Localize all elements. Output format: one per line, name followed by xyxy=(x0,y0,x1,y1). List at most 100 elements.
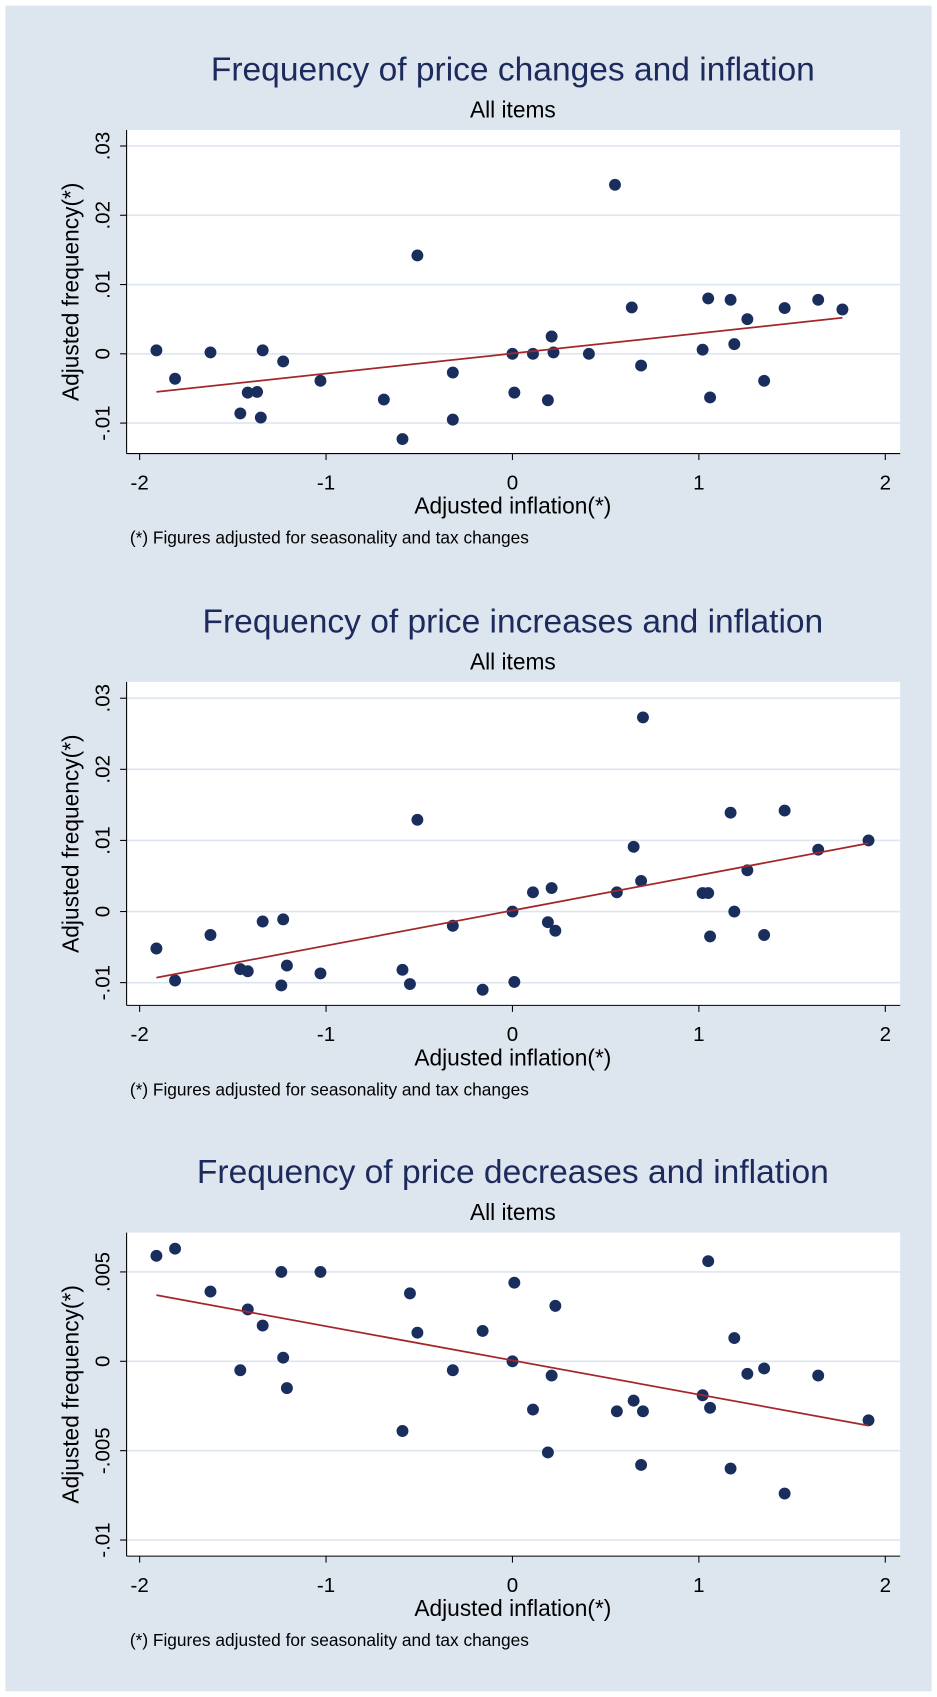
point xyxy=(277,913,290,926)
point xyxy=(741,1367,754,1380)
y-axis-label: Adjusted frequency(*) xyxy=(57,734,83,952)
point xyxy=(280,959,293,972)
point xyxy=(476,1324,489,1337)
point xyxy=(241,1303,254,1316)
point xyxy=(582,347,595,360)
point xyxy=(314,967,327,980)
point xyxy=(527,1403,539,1416)
x-tick-label: 1 xyxy=(693,471,704,494)
point xyxy=(275,979,288,992)
note: (*) Figures adjusted for seasonality and… xyxy=(130,528,529,548)
point xyxy=(411,813,424,826)
y-axis-label: Adjusted frequency(*) xyxy=(57,183,83,401)
point xyxy=(545,330,558,343)
point xyxy=(169,974,182,987)
point xyxy=(778,302,791,315)
y-tick-label: -.01 xyxy=(91,1522,114,1557)
point xyxy=(728,1332,741,1345)
x-tick-label: 2 xyxy=(880,1023,891,1046)
fit-line xyxy=(156,842,869,979)
y-tick-label: .01 xyxy=(91,270,114,299)
point xyxy=(314,374,327,387)
y-tick-label: .03 xyxy=(91,132,114,161)
point xyxy=(256,915,269,928)
point xyxy=(277,1351,290,1364)
point xyxy=(549,924,562,937)
y-tick-label: .02 xyxy=(91,755,114,784)
x-axis-label: Adjusted inflation(*) xyxy=(414,493,611,519)
x-tick-label: 1 xyxy=(693,1574,704,1597)
point xyxy=(758,374,771,387)
point xyxy=(637,711,649,724)
x-tick-label: -1 xyxy=(317,1023,335,1046)
point xyxy=(610,1405,623,1418)
point xyxy=(256,1319,269,1332)
point xyxy=(696,343,709,356)
point xyxy=(704,930,717,943)
point xyxy=(609,178,621,191)
x-axis-label: Adjusted inflation(*) xyxy=(414,1595,611,1621)
point xyxy=(234,407,247,420)
point xyxy=(836,303,849,316)
x-tick-label: -2 xyxy=(131,471,149,494)
point xyxy=(275,1265,288,1278)
point xyxy=(704,391,717,404)
point xyxy=(549,1299,562,1312)
point xyxy=(724,293,737,306)
point xyxy=(724,1462,737,1475)
point xyxy=(204,1285,217,1298)
y-tick-label: .02 xyxy=(91,201,114,230)
point xyxy=(411,1326,424,1339)
point xyxy=(277,355,290,368)
point xyxy=(724,806,737,819)
chart-title: Frequency of price decreases and inflati… xyxy=(197,1154,829,1191)
point xyxy=(169,372,182,385)
point xyxy=(758,929,771,941)
point xyxy=(446,413,459,426)
point xyxy=(396,433,409,445)
chart-subtitle: All items xyxy=(470,97,556,123)
point xyxy=(702,292,715,305)
point xyxy=(545,882,558,895)
point xyxy=(476,983,489,996)
point xyxy=(527,347,539,360)
chart-subtitle: All items xyxy=(470,648,556,674)
point xyxy=(741,313,754,326)
point xyxy=(254,411,267,424)
x-tick-label: -2 xyxy=(131,1574,149,1597)
x-tick-label: 0 xyxy=(507,1574,518,1597)
point xyxy=(545,1369,558,1382)
point xyxy=(812,293,825,306)
point xyxy=(728,905,741,918)
point xyxy=(234,1364,247,1377)
point xyxy=(508,975,521,988)
note: (*) Figures adjusted for seasonality and… xyxy=(130,1630,529,1650)
y-tick-label: -.01 xyxy=(91,965,114,1000)
point xyxy=(635,1459,648,1471)
y-tick-label: -.01 xyxy=(91,405,114,440)
point xyxy=(704,1401,717,1414)
fit-line xyxy=(156,1294,869,1427)
point xyxy=(702,887,715,899)
point xyxy=(204,346,217,359)
chart-title: Frequency of price increases and inflati… xyxy=(203,603,824,640)
chart-subtitle: All items xyxy=(470,1199,556,1225)
point xyxy=(625,301,638,314)
point xyxy=(541,394,554,407)
chart-title: Frequency of price changes and inflation xyxy=(211,51,815,88)
y-tick-label: .01 xyxy=(91,826,114,855)
y-tick-label: .005 xyxy=(91,1252,114,1292)
y-tick-label: -.005 xyxy=(91,1427,114,1474)
x-tick-label: 1 xyxy=(693,1023,704,1046)
y-tick-label: 0 xyxy=(91,348,114,359)
point xyxy=(541,1446,554,1459)
x-axis-label: Adjusted inflation(*) xyxy=(414,1044,611,1070)
point xyxy=(506,1355,519,1368)
point xyxy=(169,1242,182,1255)
point xyxy=(150,344,163,357)
point xyxy=(506,905,519,918)
x-tick-label: -1 xyxy=(317,471,335,494)
x-tick-label: 0 xyxy=(507,1023,518,1046)
